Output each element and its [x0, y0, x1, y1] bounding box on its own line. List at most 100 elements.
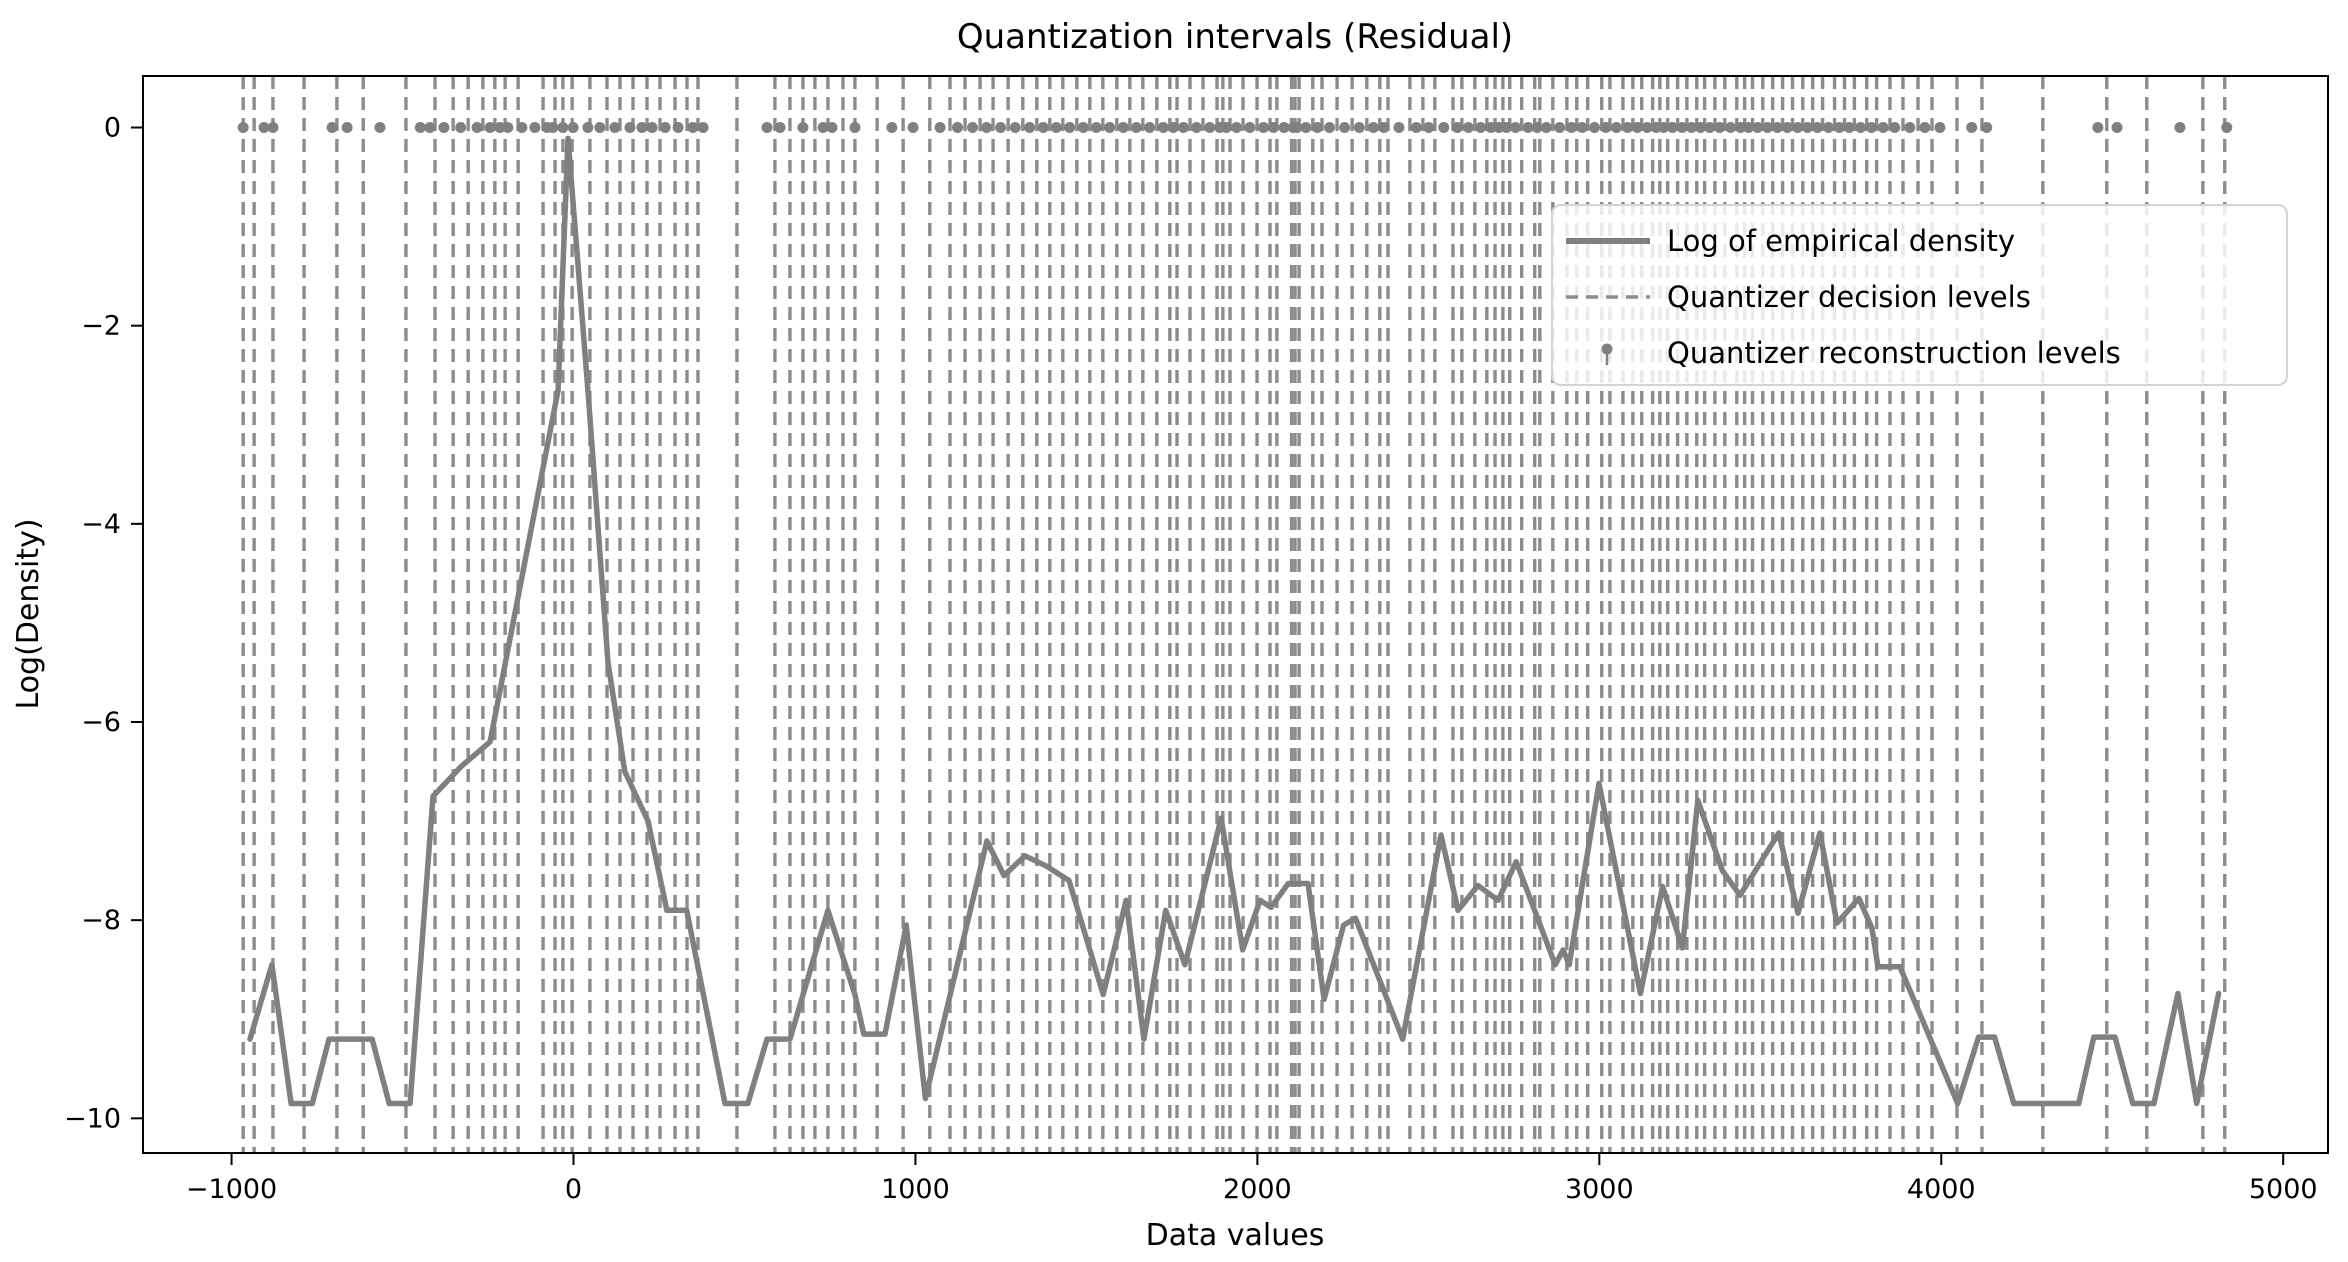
reconstruction-level-dot — [1367, 122, 1379, 134]
reconstruction-level-dot — [1410, 122, 1422, 134]
reconstruction-level-dot — [1622, 122, 1634, 134]
axes-group: −1000 0 1000 2000 3000 4000 5000 0 −2 −4 −6 −8 −10 — [64, 113, 2318, 1205]
y-tick-label: 0 — [104, 113, 121, 144]
reconstruction-level-dot — [1009, 122, 1021, 134]
density-curve — [247, 135, 2222, 1107]
reconstruction-level-dot — [1510, 122, 1522, 134]
reconstruction-level-dot — [1566, 122, 1578, 134]
reconstruction-level-dot — [1531, 122, 1543, 134]
reconstruction-level-dot — [1641, 122, 1653, 134]
reconstruction-level-dot — [557, 122, 569, 134]
reconstruction-level-dot — [484, 122, 496, 134]
reconstruction-level-dot — [1919, 122, 1931, 134]
reconstruction-level-dot — [797, 122, 809, 134]
reconstruction-level-dot — [1631, 122, 1643, 134]
reconstruction-level-dot — [1843, 122, 1855, 134]
reconstruction-level-dot — [1258, 122, 1270, 134]
reconstruction-level-dot — [1855, 122, 1867, 134]
reconstruction-level-dot — [1300, 122, 1312, 134]
reconstruction-level-dot — [1037, 122, 1049, 134]
reconstruction-level-dot — [326, 122, 338, 134]
reconstruction-level-dot — [1966, 122, 1978, 134]
reconstruction-level-dot — [1475, 122, 1487, 134]
reconstruction-level-dot — [1024, 122, 1036, 134]
x-tick-label: 3000 — [1565, 1174, 1634, 1205]
reconstruction-level-dot — [1934, 122, 1946, 134]
reconstruction-level-dot — [258, 122, 270, 134]
reconstruction-level-dot — [1686, 122, 1698, 134]
reconstruction-level-dot — [1676, 122, 1688, 134]
reconstruction-level-dot — [1090, 122, 1102, 134]
reconstruction-level-dot — [1833, 122, 1845, 134]
reconstruction-level-dot — [1811, 122, 1823, 134]
reconstruction-level-dot — [1540, 122, 1552, 134]
reconstruction-level-dot — [849, 122, 861, 134]
reconstruction-level-dot — [455, 122, 467, 134]
reconstruction-level-dot — [1204, 122, 1216, 134]
legend-label-density: Log of empirical density — [1667, 224, 2015, 258]
reconstruction-level-dot — [934, 122, 946, 134]
reconstruction-level-dot — [1485, 122, 1497, 134]
reconstruction-level-dot — [761, 122, 773, 134]
reconstruction-level-dot — [1822, 122, 1834, 134]
reconstruction-level-dot — [1742, 122, 1754, 134]
reconstruction-level-dot — [1771, 122, 1783, 134]
reconstruction-level-dot — [1220, 122, 1232, 134]
reconstruction-level-dot — [1554, 122, 1566, 134]
reconstruction-level-dot — [594, 122, 606, 134]
reconstruction-level-dot — [414, 122, 426, 134]
reconstruction-level-dot — [1752, 122, 1764, 134]
reconstruction-level-dot — [1167, 122, 1179, 134]
reconstruction-level-dot — [1462, 122, 1474, 134]
reconstruction-level-dot — [1451, 122, 1463, 134]
reconstruction-level-dot — [672, 122, 684, 134]
reconstruction-level-dot — [1610, 122, 1622, 134]
plot-spines — [142, 75, 2329, 1154]
reconstruction-level-dot — [2092, 122, 2104, 134]
reconstruction-level-dot — [995, 122, 1007, 134]
reconstruction-level-dot — [582, 122, 594, 134]
reconstruction-level-dot — [1050, 122, 1062, 134]
reconstruction-level-dot — [1104, 122, 1116, 134]
y-axis-label: Log(Density) — [11, 518, 46, 709]
reconstruction-levels-group — [237, 122, 2233, 134]
reconstruction-level-dot — [1278, 122, 1290, 134]
reconstruction-level-dot — [636, 122, 648, 134]
reconstruction-level-dot — [516, 122, 528, 134]
reconstruction-level-dot — [1353, 122, 1365, 134]
reconstruction-level-dot — [1522, 122, 1534, 134]
reconstruction-level-dot — [967, 122, 979, 134]
reconstruction-level-dot — [659, 122, 671, 134]
reconstruction-level-dot — [267, 122, 279, 134]
reconstruction-level-dot — [1157, 122, 1169, 134]
reconstruction-level-dot — [1267, 122, 1279, 134]
reconstruction-level-dot — [1735, 122, 1747, 134]
reconstruction-level-dot — [1877, 122, 1889, 134]
reconstruction-level-dot — [1130, 122, 1142, 134]
reconstruction-level-dot — [1667, 122, 1678, 134]
reconstruction-level-dot — [1589, 122, 1601, 134]
reconstruction-level-dot — [687, 122, 699, 134]
reconstruction-level-dot — [424, 122, 436, 134]
x-tick-label: 1000 — [881, 1174, 950, 1205]
reconstruction-level-dot — [646, 122, 658, 134]
reconstruction-level-dot — [1117, 122, 1129, 134]
y-tick-label: −2 — [81, 311, 121, 342]
reconstruction-level-dot — [1650, 122, 1662, 134]
reconstruction-level-dot — [1889, 122, 1901, 134]
y-tick-label: −6 — [81, 707, 121, 738]
reconstruction-level-dot — [886, 122, 898, 134]
reconstruction-level-dot — [697, 122, 709, 134]
reconstruction-level-dot — [529, 122, 541, 134]
reconstruction-level-dot — [1500, 122, 1512, 134]
y-tick-label: −10 — [64, 1103, 121, 1134]
legend-label-decision: Quantizer decision levels — [1667, 280, 2031, 314]
reconstruction-level-dot — [1725, 122, 1737, 134]
density-curve-group — [247, 135, 2222, 1107]
reconstruction-level-dot — [1077, 122, 1089, 134]
reconstruction-level-dot — [1904, 122, 1916, 134]
reconstruction-level-dot — [1144, 122, 1156, 134]
reconstruction-level-dot — [1423, 122, 1435, 134]
reconstruction-level-dot — [1191, 122, 1203, 134]
y-tick-label: −4 — [81, 509, 121, 540]
